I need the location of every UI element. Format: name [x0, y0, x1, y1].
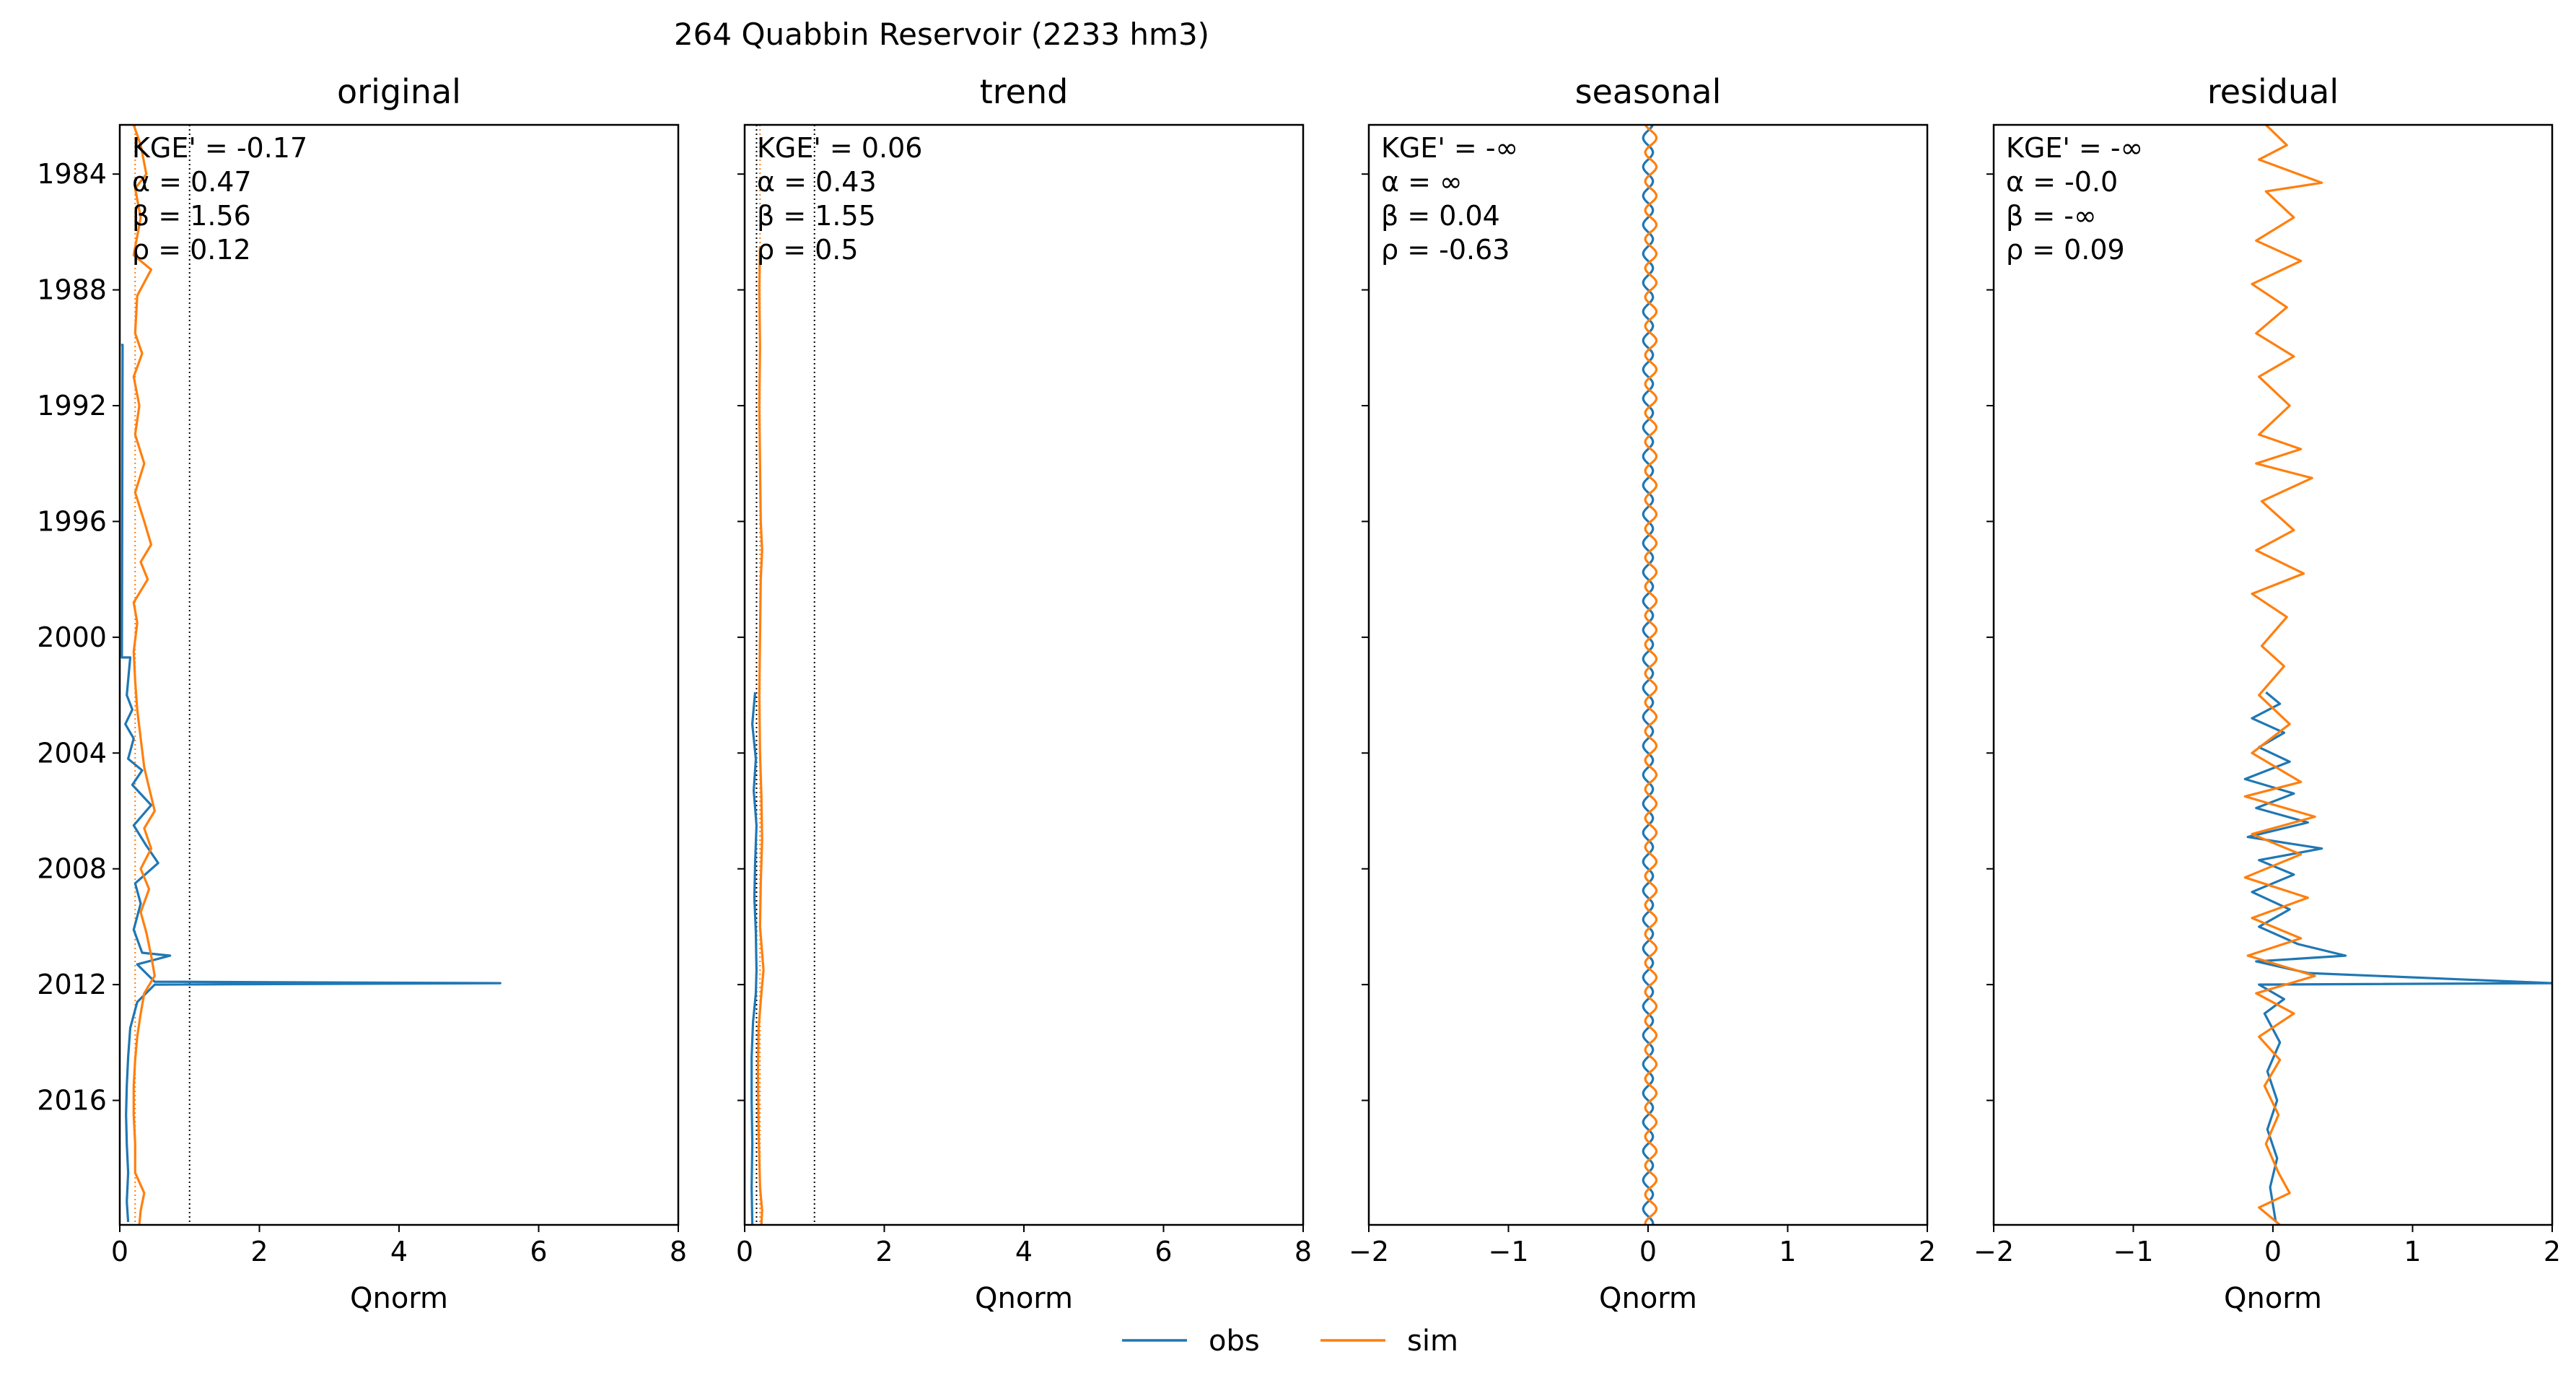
stats-line: β = 1.56 [132, 200, 251, 232]
x-tick-label: 6 [530, 1236, 547, 1267]
x-tick-label: 4 [1015, 1236, 1033, 1267]
stats-line: KGE' = 0.06 [757, 132, 922, 164]
stats-line: α = ∞ [1381, 166, 1463, 198]
stats-line: ρ = 0.09 [2006, 234, 2125, 266]
series-sim-line [2243, 125, 2323, 1225]
legend: obs sim [1122, 1324, 1458, 1358]
x-axis-label: Qnorm [2224, 1282, 2322, 1315]
x-tick-label: 2 [1919, 1236, 1936, 1267]
x-tick-label: 1 [2404, 1236, 2421, 1267]
y-tick-label: 2016 [37, 1085, 107, 1117]
stats-line: α = -0.0 [2006, 166, 2118, 198]
y-tick-label: 2004 [37, 737, 107, 769]
y-tick-label: 2012 [37, 969, 107, 1000]
x-tick-label: 2 [875, 1236, 893, 1267]
x-tick-label: 0 [1639, 1236, 1657, 1267]
series-obs-line [1642, 125, 1655, 1225]
stats-line: KGE' = -∞ [2006, 132, 2143, 164]
panel-title: trend [980, 72, 1069, 111]
x-tick-label: 0 [2264, 1236, 2282, 1267]
legend-label-obs: obs [1209, 1324, 1260, 1358]
x-tick-label: 0 [736, 1236, 753, 1267]
stats-line: ρ = 0.12 [132, 234, 251, 266]
x-axis-label: Qnorm [1599, 1282, 1697, 1315]
x-axis-label: Qnorm [350, 1282, 448, 1315]
stats-line: KGE' = -0.17 [132, 132, 307, 164]
panel-title: seasonal [1575, 72, 1722, 111]
x-tick-label: 4 [390, 1236, 408, 1267]
axes-frame [743, 123, 1305, 1226]
panel-original: original 0 2 4 6 8 1984 1988 1992 1996 2000 2004 200… [37, 72, 687, 1315]
panel-title: residual [2207, 72, 2339, 111]
stats-line: α = 0.43 [757, 166, 877, 198]
stats-line: β = -∞ [2006, 200, 2097, 232]
y-tick-label: 2008 [37, 853, 107, 885]
series-obs-line [750, 691, 758, 1225]
stats-line: β = 0.04 [1381, 200, 1500, 232]
y-tick-label: 1984 [37, 158, 107, 190]
y-tick-label: 1992 [37, 390, 107, 422]
x-tick-label: 6 [1155, 1236, 1172, 1267]
panel-title: original [337, 72, 461, 111]
stats-line: α = 0.47 [132, 166, 252, 198]
x-tick-label: 1 [1779, 1236, 1796, 1267]
x-tick-label: 8 [670, 1236, 687, 1267]
panel-trend: trend 0 2 4 6 8 Qnorm KGE' = 0.06α = 0.43β = 1.… [736, 72, 1312, 1315]
stats-line: ρ = 0.5 [757, 234, 859, 266]
panel-residual: residual −2 −1 0 1 2 Qnorm KGE' = -∞α = -0.0β =… [1973, 72, 2561, 1315]
y-tick-label: 2000 [37, 621, 107, 653]
x-tick-label: 8 [1294, 1236, 1312, 1267]
series-obs-line [2243, 691, 2552, 1223]
stats-line: ρ = -0.63 [1381, 234, 1510, 266]
figure-suptitle: 264 Quabbin Reservoir (2233 hm3) [674, 17, 1209, 52]
axes-frame [118, 123, 680, 1226]
x-tick-label: −1 [2113, 1236, 2153, 1267]
x-tick-label: 2 [250, 1236, 268, 1267]
legend-label-sim: sim [1407, 1324, 1458, 1358]
panel-seasonal: seasonal −2 −1 0 1 2 Qnorm KGE' = -∞α = ∞β = 0.… [1349, 72, 1936, 1315]
x-tick-label: −1 [1488, 1236, 1528, 1267]
x-tick-label: −2 [1973, 1236, 2014, 1267]
stats-line: KGE' = -∞ [1381, 132, 1518, 164]
series-sim-line [1644, 125, 1658, 1225]
y-tick-label: 1988 [37, 274, 107, 306]
y-tick-label: 1996 [37, 505, 107, 537]
series-sim-line [132, 125, 156, 1225]
series-obs-line [121, 344, 501, 1223]
x-tick-label: −2 [1349, 1236, 1389, 1267]
x-tick-label: 0 [111, 1236, 128, 1267]
x-axis-label: Qnorm [975, 1282, 1073, 1315]
x-tick-label: 2 [2544, 1236, 2561, 1267]
series-sim-line [756, 246, 765, 1225]
stats-line: β = 1.55 [757, 200, 876, 232]
